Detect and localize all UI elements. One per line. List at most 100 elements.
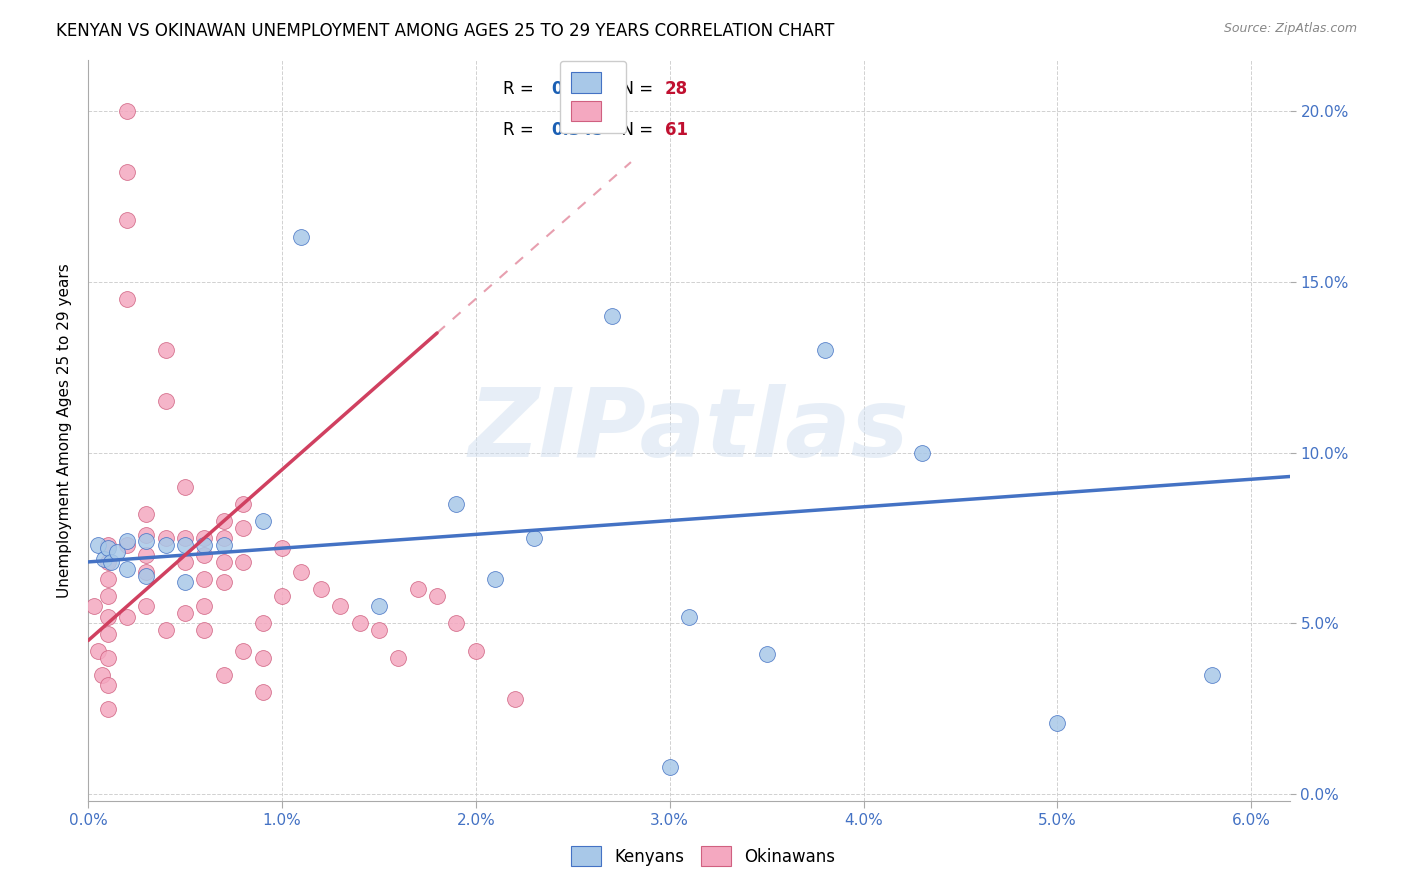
Point xyxy=(212,531,235,545)
Point xyxy=(135,507,157,521)
Point xyxy=(658,760,681,774)
Text: 28: 28 xyxy=(665,80,688,98)
Point xyxy=(87,644,110,658)
Point xyxy=(446,497,468,511)
Point xyxy=(252,616,274,631)
Point xyxy=(446,616,468,631)
Point xyxy=(96,538,118,552)
Point xyxy=(464,644,486,658)
Point xyxy=(212,667,235,681)
Point xyxy=(135,565,157,579)
Point xyxy=(96,572,118,586)
Point xyxy=(100,555,122,569)
Point xyxy=(1201,667,1223,681)
Legend: Kenyans, Okinawans: Kenyans, Okinawans xyxy=(562,838,844,875)
Point xyxy=(135,527,157,541)
Point xyxy=(503,691,526,706)
Point xyxy=(174,575,197,590)
Point xyxy=(329,599,352,614)
Point xyxy=(193,548,215,562)
Point xyxy=(523,531,546,545)
Text: N =: N = xyxy=(612,80,658,98)
Point xyxy=(193,531,215,545)
Point xyxy=(174,480,197,494)
Point xyxy=(115,165,138,179)
Point xyxy=(155,624,177,638)
Point xyxy=(155,538,177,552)
Point xyxy=(87,538,110,552)
Point xyxy=(115,534,138,549)
Point xyxy=(368,599,391,614)
Point xyxy=(90,667,112,681)
Point xyxy=(406,582,429,597)
Point xyxy=(193,538,215,552)
Point xyxy=(115,538,138,552)
Point xyxy=(96,702,118,716)
Text: KENYAN VS OKINAWAN UNEMPLOYMENT AMONG AGES 25 TO 29 YEARS CORRELATION CHART: KENYAN VS OKINAWAN UNEMPLOYMENT AMONG AG… xyxy=(56,22,835,40)
Point xyxy=(600,309,623,323)
Point xyxy=(135,599,157,614)
Point xyxy=(484,572,506,586)
Point xyxy=(252,650,274,665)
Point xyxy=(135,534,157,549)
Point xyxy=(93,551,115,566)
Point xyxy=(96,589,118,603)
Point xyxy=(271,541,294,556)
Point xyxy=(232,555,254,569)
Text: 61: 61 xyxy=(665,121,688,139)
Point xyxy=(252,685,274,699)
Point xyxy=(155,531,177,545)
Point xyxy=(678,609,700,624)
Point xyxy=(174,531,197,545)
Point xyxy=(105,544,128,558)
Point xyxy=(174,555,197,569)
Point xyxy=(83,599,105,614)
Point xyxy=(155,343,177,357)
Point xyxy=(96,541,118,556)
Point xyxy=(174,606,197,620)
Point xyxy=(290,565,312,579)
Point xyxy=(387,650,409,665)
Point xyxy=(232,497,254,511)
Point xyxy=(155,394,177,409)
Point xyxy=(96,609,118,624)
Point xyxy=(212,555,235,569)
Point xyxy=(174,538,197,552)
Point xyxy=(349,616,371,631)
Point xyxy=(115,213,138,227)
Point xyxy=(115,103,138,118)
Point xyxy=(115,562,138,576)
Point xyxy=(96,626,118,640)
Point xyxy=(212,538,235,552)
Text: R =: R = xyxy=(503,121,538,139)
Text: N =: N = xyxy=(612,121,658,139)
Point xyxy=(212,514,235,528)
Point xyxy=(911,445,934,459)
Point xyxy=(755,647,778,661)
Point xyxy=(212,575,235,590)
Point xyxy=(193,624,215,638)
Point xyxy=(96,555,118,569)
Point xyxy=(96,650,118,665)
Y-axis label: Unemployment Among Ages 25 to 29 years: Unemployment Among Ages 25 to 29 years xyxy=(58,263,72,598)
Point xyxy=(115,292,138,306)
Point xyxy=(96,678,118,692)
Point xyxy=(309,582,332,597)
Text: 0.345: 0.345 xyxy=(551,121,603,139)
Point xyxy=(232,644,254,658)
Point xyxy=(290,230,312,244)
Point xyxy=(814,343,837,357)
Point xyxy=(135,568,157,582)
Point xyxy=(193,599,215,614)
Point xyxy=(252,514,274,528)
Text: R =: R = xyxy=(503,80,538,98)
Point xyxy=(368,624,391,638)
Point xyxy=(135,548,157,562)
Point xyxy=(193,572,215,586)
Point xyxy=(115,609,138,624)
Point xyxy=(1046,715,1069,730)
Point xyxy=(232,521,254,535)
Text: ZIPatlas: ZIPatlas xyxy=(468,384,910,477)
Point xyxy=(271,589,294,603)
Point xyxy=(426,589,449,603)
